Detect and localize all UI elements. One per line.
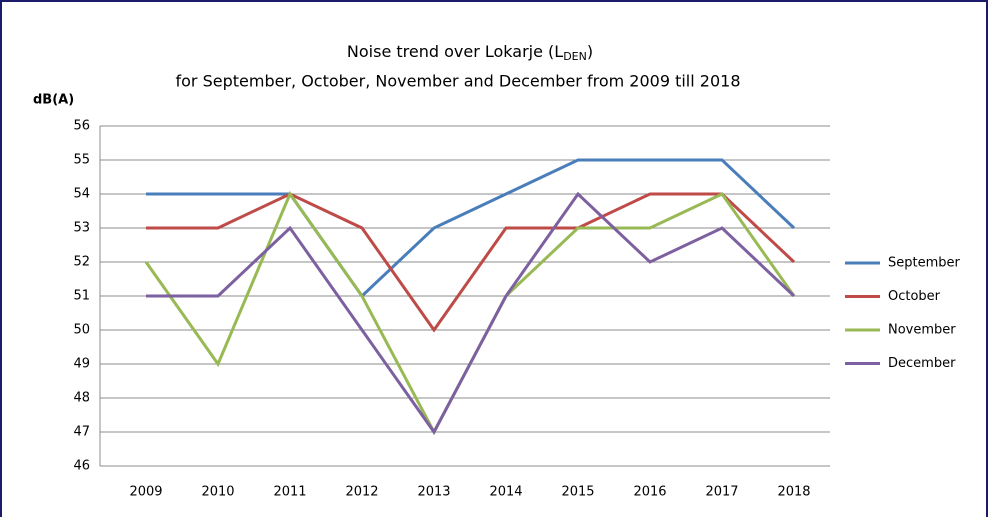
- y-tick-label: 49: [73, 357, 90, 372]
- x-tick-label: 2011: [273, 485, 306, 500]
- x-tick-label: 2016: [633, 485, 666, 500]
- y-tick-label: 46: [73, 459, 90, 474]
- x-tick-label: 2012: [345, 485, 378, 500]
- title-text: ): [587, 42, 593, 61]
- y-tick-label: 51: [73, 289, 90, 304]
- x-tick-label: 2014: [489, 485, 522, 500]
- x-tick-label: 2010: [201, 485, 234, 500]
- y-tick-label: 54: [73, 187, 90, 202]
- x-tick-label: 2017: [705, 485, 738, 500]
- series-line: [146, 192, 796, 333]
- x-tick-label: 2015: [561, 485, 594, 500]
- title-subscript: DEN: [563, 50, 587, 63]
- legend-label: October: [888, 289, 941, 304]
- series-line: [146, 191, 796, 435]
- x-tick-label: 2009: [129, 485, 162, 500]
- x-tick-label: 2013: [417, 485, 450, 500]
- y-tick-label: 47: [73, 425, 90, 440]
- legend-label: November: [888, 323, 956, 338]
- chart-subtitle: for September, October, November and Dec…: [176, 72, 741, 91]
- y-tick-label: 55: [73, 153, 90, 168]
- y-tick-label: 50: [73, 323, 90, 338]
- y-axis-label: dB(A): [33, 93, 74, 108]
- title-text: Noise trend over Lokarje (L: [347, 42, 563, 61]
- y-tick-label: 52: [73, 255, 90, 270]
- chart-title: Noise trend over Lokarje (LDEN): [347, 42, 593, 64]
- series-line: [146, 158, 796, 299]
- x-tick-label: 2018: [777, 485, 810, 500]
- y-tick-label: 48: [73, 391, 90, 406]
- legend-label: September: [888, 256, 961, 271]
- y-tick-label: 56: [73, 119, 90, 134]
- y-tick-label: 53: [73, 221, 90, 236]
- legend-label: December: [888, 356, 956, 371]
